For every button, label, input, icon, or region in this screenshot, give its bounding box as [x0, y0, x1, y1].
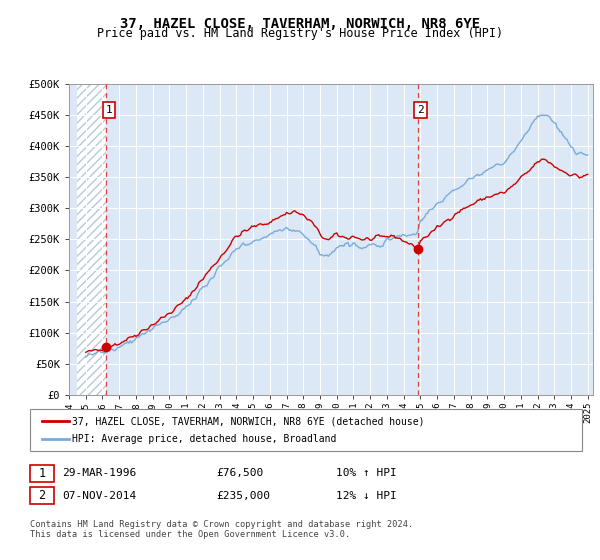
Text: £235,000: £235,000: [216, 491, 270, 501]
Text: 37, HAZEL CLOSE, TAVERHAM, NORWICH, NR8 6YE: 37, HAZEL CLOSE, TAVERHAM, NORWICH, NR8 …: [120, 17, 480, 31]
Text: HPI: Average price, detached house, Broadland: HPI: Average price, detached house, Broa…: [72, 434, 337, 444]
Text: 29-MAR-1996: 29-MAR-1996: [62, 468, 136, 478]
Text: 07-NOV-2014: 07-NOV-2014: [62, 491, 136, 501]
Text: 12% ↓ HPI: 12% ↓ HPI: [336, 491, 397, 501]
Text: 2: 2: [417, 105, 424, 115]
Text: 2: 2: [38, 489, 46, 502]
Text: 1: 1: [38, 466, 46, 480]
Text: Price paid vs. HM Land Registry's House Price Index (HPI): Price paid vs. HM Land Registry's House …: [97, 27, 503, 40]
Text: 1: 1: [106, 105, 112, 115]
Text: 37, HAZEL CLOSE, TAVERHAM, NORWICH, NR8 6YE (detached house): 37, HAZEL CLOSE, TAVERHAM, NORWICH, NR8 …: [72, 417, 425, 426]
Text: Contains HM Land Registry data © Crown copyright and database right 2024.
This d: Contains HM Land Registry data © Crown c…: [30, 520, 413, 539]
Text: 10% ↑ HPI: 10% ↑ HPI: [336, 468, 397, 478]
Text: £76,500: £76,500: [216, 468, 263, 478]
